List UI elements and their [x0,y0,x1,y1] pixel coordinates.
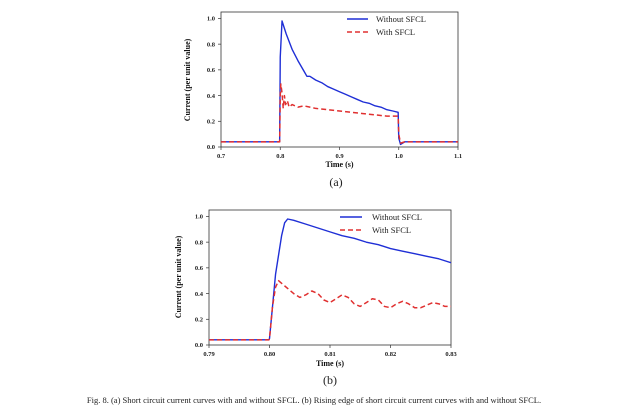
chart-a: 0.7 0.8 0.9 1.0 1.1 0.0 0.2 0.4 0.6 0.8 1.0 Time (s… [183,11,462,189]
x-tick-label: 0.9 [335,153,344,160]
x-axis-label: Time (s) [316,359,344,368]
x-tick-label: 0.82 [385,351,396,358]
legend-label: With SFCL [376,27,415,37]
y-tick-label: 0.8 [207,41,216,48]
x-axis-label: Time (s) [325,160,353,169]
y-tick-label: 0.4 [195,291,204,298]
y-tick-label: 1.0 [207,16,215,23]
x-tick-label: 1.1 [454,153,462,160]
y-tick-label: 0.0 [207,144,215,151]
y-tick-label: 0.2 [207,118,215,125]
plot-frame [208,209,452,346]
x-tick-label: 1.0 [395,153,403,160]
legend-label: Without SFCL [372,212,422,222]
y-tick-label: 0.8 [195,239,204,246]
series-line-without-sfcl [221,20,458,146]
y-tick-label: 0.0 [195,342,203,349]
y-tick-label: 0.6 [195,265,204,272]
series-line-with-sfcl [209,279,451,341]
series-line-with-sfcl [221,83,458,144]
y-axis-label: Current (per unit value) [183,38,192,121]
legend-label: Without SFCL [376,14,426,24]
panel-label: (b) [323,373,337,387]
chart-b: 0.79 0.80 0.81 0.82 0.83 0.0 0.2 0.4 0.6 0.8 1.0 Ti… [174,209,457,387]
x-tick-label: 0.83 [445,351,457,358]
x-tick-label: 0.79 [203,351,215,358]
figure-caption: Fig. 8. (a) Short circuit current curves… [86,395,542,405]
y-axis-label: Current (per unit value) [174,235,183,318]
legend-label: With SFCL [372,225,411,235]
x-tick-label: 0.81 [324,351,335,358]
series-line-without-sfcl [209,218,451,341]
x-tick-label: 0.7 [217,153,226,160]
x-tick-label: 0.80 [264,351,275,358]
y-tick-label: 0.2 [195,316,203,323]
y-tick-label: 1.0 [195,214,203,221]
x-tick-label: 0.8 [276,153,285,160]
y-tick-label: 0.6 [207,67,216,74]
panel-label: (a) [329,175,342,189]
plot-frame [220,11,459,148]
y-tick-label: 0.4 [207,93,216,100]
